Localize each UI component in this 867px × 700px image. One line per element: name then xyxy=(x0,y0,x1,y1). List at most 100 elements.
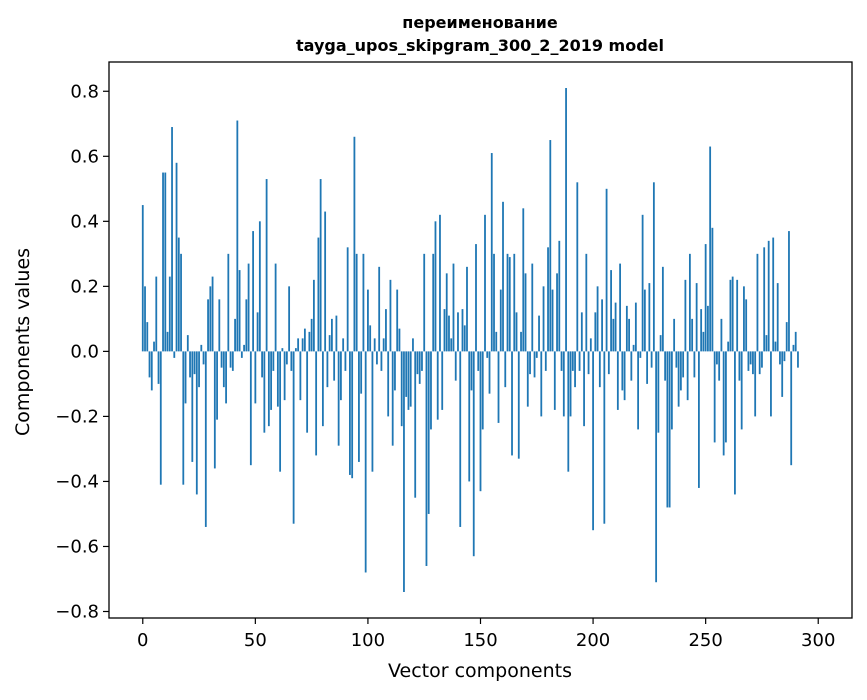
bar xyxy=(168,276,171,352)
bar xyxy=(571,351,574,371)
bar xyxy=(592,351,594,531)
bar xyxy=(781,351,784,397)
bar xyxy=(371,351,374,472)
bar xyxy=(331,318,333,352)
bar xyxy=(231,351,234,371)
bar xyxy=(688,253,691,352)
bar xyxy=(367,289,369,352)
y-axis-label: Components values xyxy=(12,248,34,436)
bar xyxy=(315,351,318,456)
bar xyxy=(486,351,489,358)
bar xyxy=(788,231,790,352)
bar xyxy=(607,351,610,375)
bar xyxy=(412,338,414,352)
y-tick-label: −0.8 xyxy=(55,601,99,622)
bar xyxy=(576,182,579,352)
bar xyxy=(186,335,189,352)
bar xyxy=(567,351,570,472)
bar xyxy=(263,351,266,433)
bar xyxy=(659,335,662,352)
bar xyxy=(398,328,401,352)
bar xyxy=(335,315,338,352)
bar xyxy=(736,279,739,352)
bar xyxy=(324,211,327,352)
bar xyxy=(258,221,261,352)
bar xyxy=(686,351,689,401)
bar xyxy=(682,351,685,378)
bar xyxy=(279,351,282,472)
bar xyxy=(403,351,405,592)
bar xyxy=(216,351,218,420)
x-axis-label: Vector components xyxy=(388,660,572,682)
bar xyxy=(468,351,471,482)
bar xyxy=(698,351,700,488)
bar xyxy=(148,351,151,378)
bar xyxy=(625,305,628,352)
bar xyxy=(650,351,653,368)
bar xyxy=(493,253,495,352)
bar xyxy=(164,172,167,352)
bar xyxy=(141,205,144,352)
bar xyxy=(254,351,257,404)
bar xyxy=(155,276,158,352)
bar xyxy=(511,351,513,456)
bar xyxy=(646,351,649,384)
bar xyxy=(790,351,793,466)
bar xyxy=(673,318,676,352)
bar xyxy=(484,214,486,352)
bar xyxy=(312,279,315,352)
chart-title-line-1: переименование xyxy=(402,13,558,32)
bar xyxy=(677,351,680,407)
bar xyxy=(711,227,714,352)
bar xyxy=(463,325,466,352)
bar xyxy=(414,351,417,498)
bar xyxy=(387,351,390,417)
x-axis-ticks: 0 50 100 150 200 250 300 xyxy=(137,618,835,651)
bar xyxy=(326,351,329,388)
bar xyxy=(303,328,306,352)
bar xyxy=(504,351,507,388)
bar xyxy=(655,351,658,583)
bar xyxy=(211,276,214,352)
bar xyxy=(754,351,757,417)
bar xyxy=(628,318,630,352)
y-tick-label: −0.2 xyxy=(55,406,99,427)
bar xyxy=(432,253,435,352)
bar xyxy=(150,351,153,391)
bar xyxy=(236,120,239,352)
bar xyxy=(756,253,759,352)
bar xyxy=(290,351,293,371)
bar xyxy=(616,351,619,410)
bar xyxy=(306,351,309,433)
bar xyxy=(204,351,207,527)
bar xyxy=(589,338,592,352)
bar xyxy=(200,344,203,352)
bar xyxy=(213,351,216,469)
bar xyxy=(445,273,448,352)
bar xyxy=(515,312,518,352)
bar xyxy=(797,351,799,368)
x-tick-label: 300 xyxy=(801,630,835,651)
bar xyxy=(321,351,324,427)
bar xyxy=(355,253,358,352)
y-tick-label: −0.4 xyxy=(55,471,99,492)
bar xyxy=(745,299,748,352)
bar xyxy=(578,351,581,371)
bar xyxy=(695,283,698,352)
y-tick-label: 0.6 xyxy=(70,146,99,167)
bar xyxy=(353,136,356,352)
chart-title-line-2: tayga_upos_skipgram_300_2_2019 model xyxy=(296,36,664,55)
bar xyxy=(159,351,162,485)
bar xyxy=(220,351,223,368)
bar xyxy=(610,270,612,352)
bar xyxy=(713,351,716,443)
plot-frame xyxy=(108,61,853,619)
bar xyxy=(538,315,540,352)
bar xyxy=(700,309,703,352)
bar xyxy=(189,351,191,378)
bar xyxy=(551,289,554,352)
bar xyxy=(670,351,673,430)
bar xyxy=(362,253,365,352)
bar xyxy=(619,263,621,352)
bar xyxy=(553,351,556,410)
